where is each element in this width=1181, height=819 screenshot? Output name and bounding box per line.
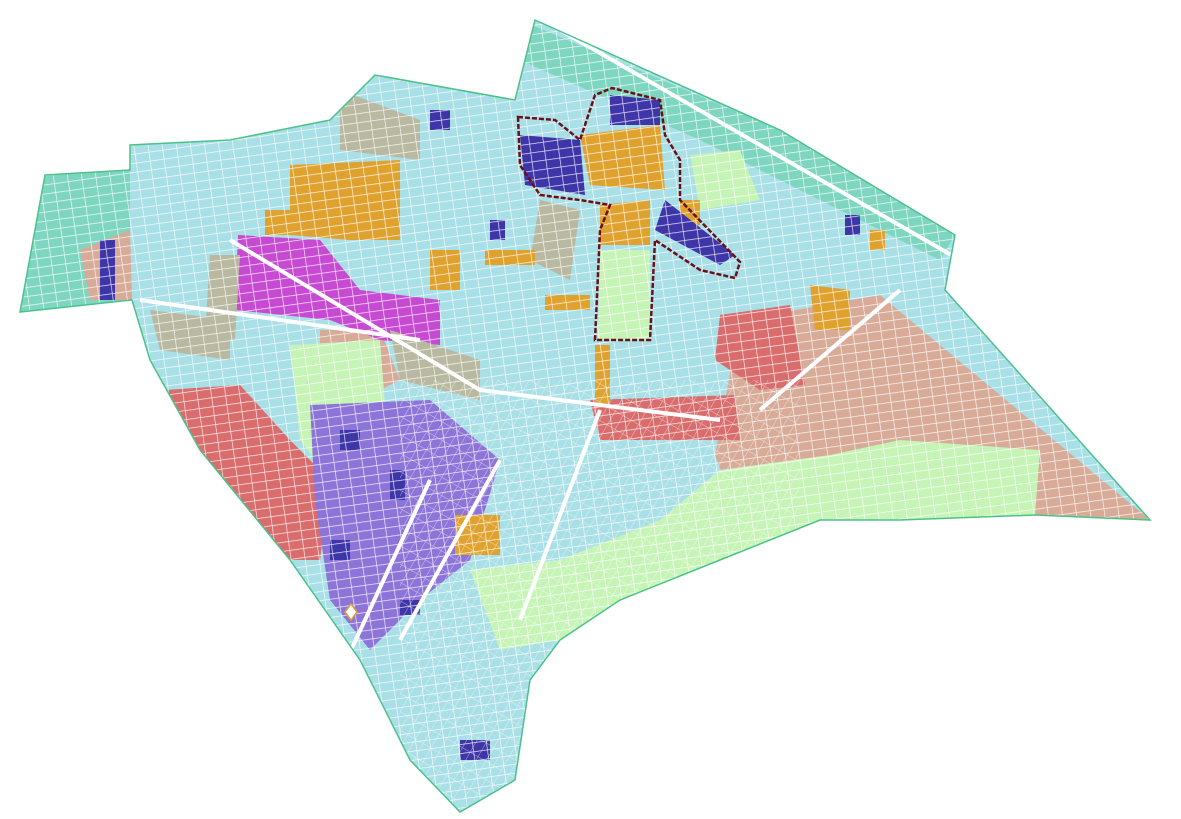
street-grid-diagonal bbox=[400, 380, 800, 800]
facility-icon-south bbox=[344, 602, 358, 622]
highlighted-area-outline bbox=[516, 86, 742, 342]
main-roads bbox=[139, 28, 961, 761]
